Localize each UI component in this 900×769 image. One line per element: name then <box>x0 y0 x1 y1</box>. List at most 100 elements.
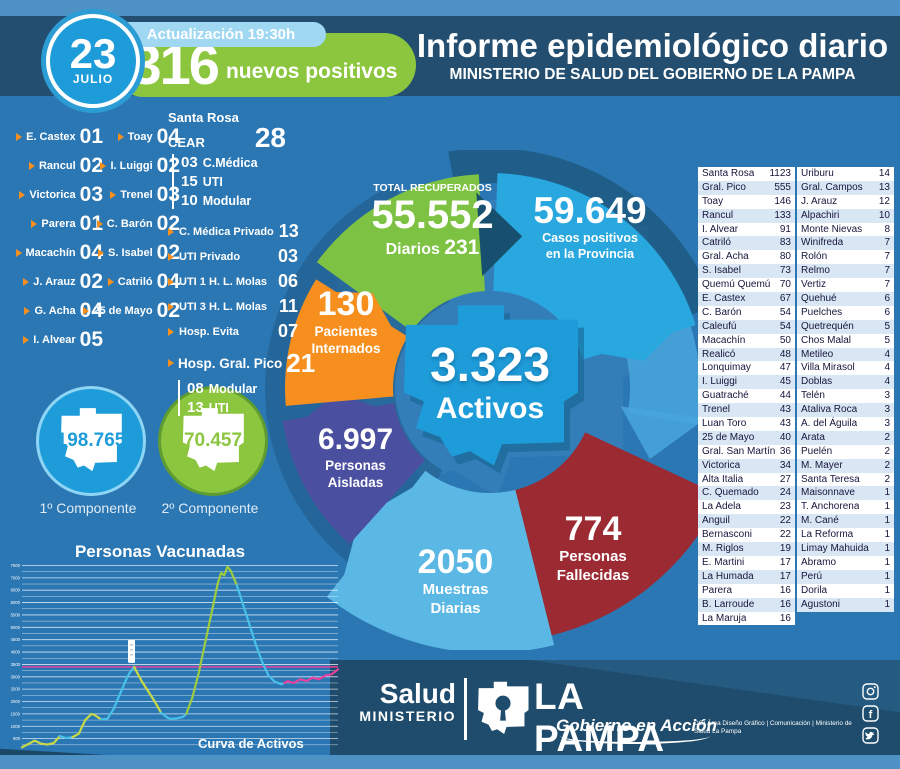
ministry-name: Salud <box>379 678 456 709</box>
svg-text:4000: 4000 <box>11 650 21 655</box>
svg-text:4500: 4500 <box>11 637 21 642</box>
table-row: T. Anchorena 1 <box>797 500 894 515</box>
location-name: E. Castex <box>26 130 76 143</box>
table-location: Quetrequén <box>801 320 854 332</box>
bullet-triangle-icon <box>98 248 104 257</box>
left-list-item: E. Castex 01 <box>8 122 103 151</box>
table-count: 1 <box>884 487 890 499</box>
table-count: 8 <box>884 223 890 235</box>
table-row: Anguil 22 <box>698 514 795 529</box>
table-count: 7 <box>884 237 890 249</box>
cear-breakdown-value: 03 <box>181 154 198 172</box>
table-location: La Adela <box>702 501 741 513</box>
cear-breakdown-value: 10 <box>181 192 198 210</box>
location-name: I. Luiggi <box>110 159 153 172</box>
location-name: C. Barón <box>106 217 153 230</box>
gral-pico-breakdown-value: 13 <box>187 399 204 417</box>
table-row: J. Arauz 12 <box>797 194 894 209</box>
left-list-item: Macachín 04 <box>8 238 103 267</box>
twitter-icon[interactable] <box>862 727 879 744</box>
table-count: 16 <box>779 598 791 610</box>
table-location: S. Isabel <box>702 265 741 277</box>
svg-text:7500: 7500 <box>11 563 21 568</box>
location-name: Macachín <box>25 246 76 259</box>
actives-value: 3.323 <box>429 339 551 392</box>
cases-table: Santa Rosa 1123 Gral. Pico 555 Toay 146 … <box>698 167 894 626</box>
facebook-icon[interactable]: f <box>862 705 879 722</box>
hospital-item: C. Médica Privado 13 <box>168 219 299 244</box>
table-location: Chos Malal <box>801 334 852 346</box>
update-pill: Actualización 19:30h <box>116 22 326 47</box>
location-count: 03 <box>79 182 103 206</box>
table-row: Toay 146 <box>698 194 795 209</box>
location-count: 04 <box>156 124 180 148</box>
ministry-word: MINISTERIO <box>359 708 456 724</box>
table-location: Gral. Acha <box>702 251 749 263</box>
table-row: C. Barón 54 <box>698 305 795 320</box>
table-row: Monte Nievas 8 <box>797 222 894 237</box>
page-title: Informe epidemiológico diario <box>416 27 889 64</box>
bullet-triangle-icon <box>117 132 124 141</box>
table-row: Ataliva Roca 3 <box>797 403 894 418</box>
table-location: Vertiz <box>801 279 827 291</box>
table-location: Puelches <box>801 306 843 318</box>
bullet-triangle-icon <box>19 190 26 199</box>
table-location: Catriló <box>702 237 731 249</box>
gral-pico-breakdown-value: 08 <box>187 380 204 398</box>
table-row: La Maruja 16 <box>698 611 795 626</box>
table-row: E. Castex 67 <box>698 292 795 306</box>
bullet-triangle-icon <box>15 248 22 257</box>
table-count: 34 <box>779 459 791 471</box>
cear-breakdown: 03 C.Médica 15 UTI 10 Modular <box>172 154 298 210</box>
table-count: 73 <box>779 265 791 277</box>
table-row: 25 de Mayo 40 <box>698 430 795 445</box>
hospital-count: 07 <box>277 321 298 342</box>
table-count: 70 <box>779 279 791 291</box>
hospital-name: UTI Privado <box>179 250 241 263</box>
table-row: Macachín 50 <box>698 333 795 348</box>
hospitalized-label: 130 Pacientes Internados <box>311 285 381 356</box>
table-location: Alpachiri <box>801 209 840 221</box>
table-count: 91 <box>779 223 791 235</box>
table-location: Puelén <box>801 445 833 457</box>
table-count: 36 <box>779 445 791 457</box>
table-location: Alta Italia <box>702 473 744 485</box>
table-location: Winifreda <box>801 237 844 249</box>
table-count: 3 <box>884 390 890 402</box>
location-name: Rancul <box>38 159 76 172</box>
left-list-item: Trenel 03 <box>98 180 180 209</box>
left-list-col1: E. Castex 01 Rancul 02 Victorica 03 Pare… <box>8 122 103 354</box>
bullet-triangle-icon <box>23 335 30 344</box>
instagram-icon[interactable] <box>862 683 879 700</box>
table-row: Trenel 43 <box>698 403 795 418</box>
table-count: 80 <box>779 251 791 263</box>
table-row: Parera 16 <box>698 583 795 598</box>
table-count: 12 <box>878 195 890 207</box>
first-dose-value: 198.765 <box>56 430 126 451</box>
table-count: 19 <box>779 543 791 555</box>
table-row: Catriló 83 <box>698 236 795 251</box>
left-list-item: Rancul 02 <box>8 151 103 180</box>
location-count: 02 <box>156 211 180 235</box>
table-count: 1 <box>884 570 890 582</box>
table-location: Gral. Campos <box>801 181 863 193</box>
table-row: M. Cané 1 <box>797 514 894 529</box>
table-row: Arata 2 <box>797 430 894 445</box>
table-count: 5 <box>884 320 890 332</box>
credits-text: DGI Área Diseño Gráfico | Comunicación |… <box>694 720 852 735</box>
table-row: Rolón 7 <box>797 250 894 265</box>
gral-pico-item: Hosp. Gral. Pico 21 <box>168 350 315 376</box>
recovered-label: TOTAL RECUPERADOS 55.552 Diarios 231 <box>371 182 494 260</box>
table-row: Telén 3 <box>797 389 894 404</box>
new-positives-label: nuevos positivos <box>225 60 398 83</box>
table-count: 48 <box>779 348 791 360</box>
table-row: Relmo 7 <box>797 264 894 279</box>
santa-rosa-panel: Santa Rosa CEAR 28 03 C.Médica 15 UTI 10 Mo… <box>168 110 315 417</box>
table-count: 47 <box>779 362 791 374</box>
table-count: 13 <box>878 181 890 193</box>
bullet-triangle-icon <box>23 277 30 286</box>
table-row: Quemú Quemú 70 <box>698 278 795 293</box>
table-location: B. Larroude <box>702 598 755 610</box>
svg-text:3500: 3500 <box>11 662 21 667</box>
